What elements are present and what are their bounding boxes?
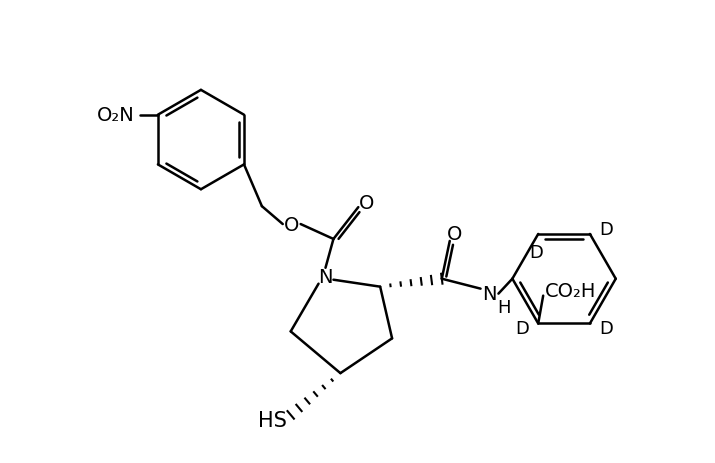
Text: D: D	[599, 220, 613, 238]
Text: O: O	[447, 225, 463, 244]
Text: H: H	[498, 298, 511, 316]
Text: D: D	[516, 320, 529, 338]
Text: N: N	[482, 284, 497, 303]
Text: D: D	[599, 320, 613, 338]
Text: D: D	[529, 244, 543, 261]
Text: O: O	[358, 193, 374, 212]
Text: CO₂H: CO₂H	[546, 282, 597, 300]
Text: O: O	[284, 215, 300, 234]
Text: N: N	[318, 268, 332, 287]
Text: HS: HS	[258, 410, 287, 430]
Text: O₂N: O₂N	[97, 106, 135, 125]
